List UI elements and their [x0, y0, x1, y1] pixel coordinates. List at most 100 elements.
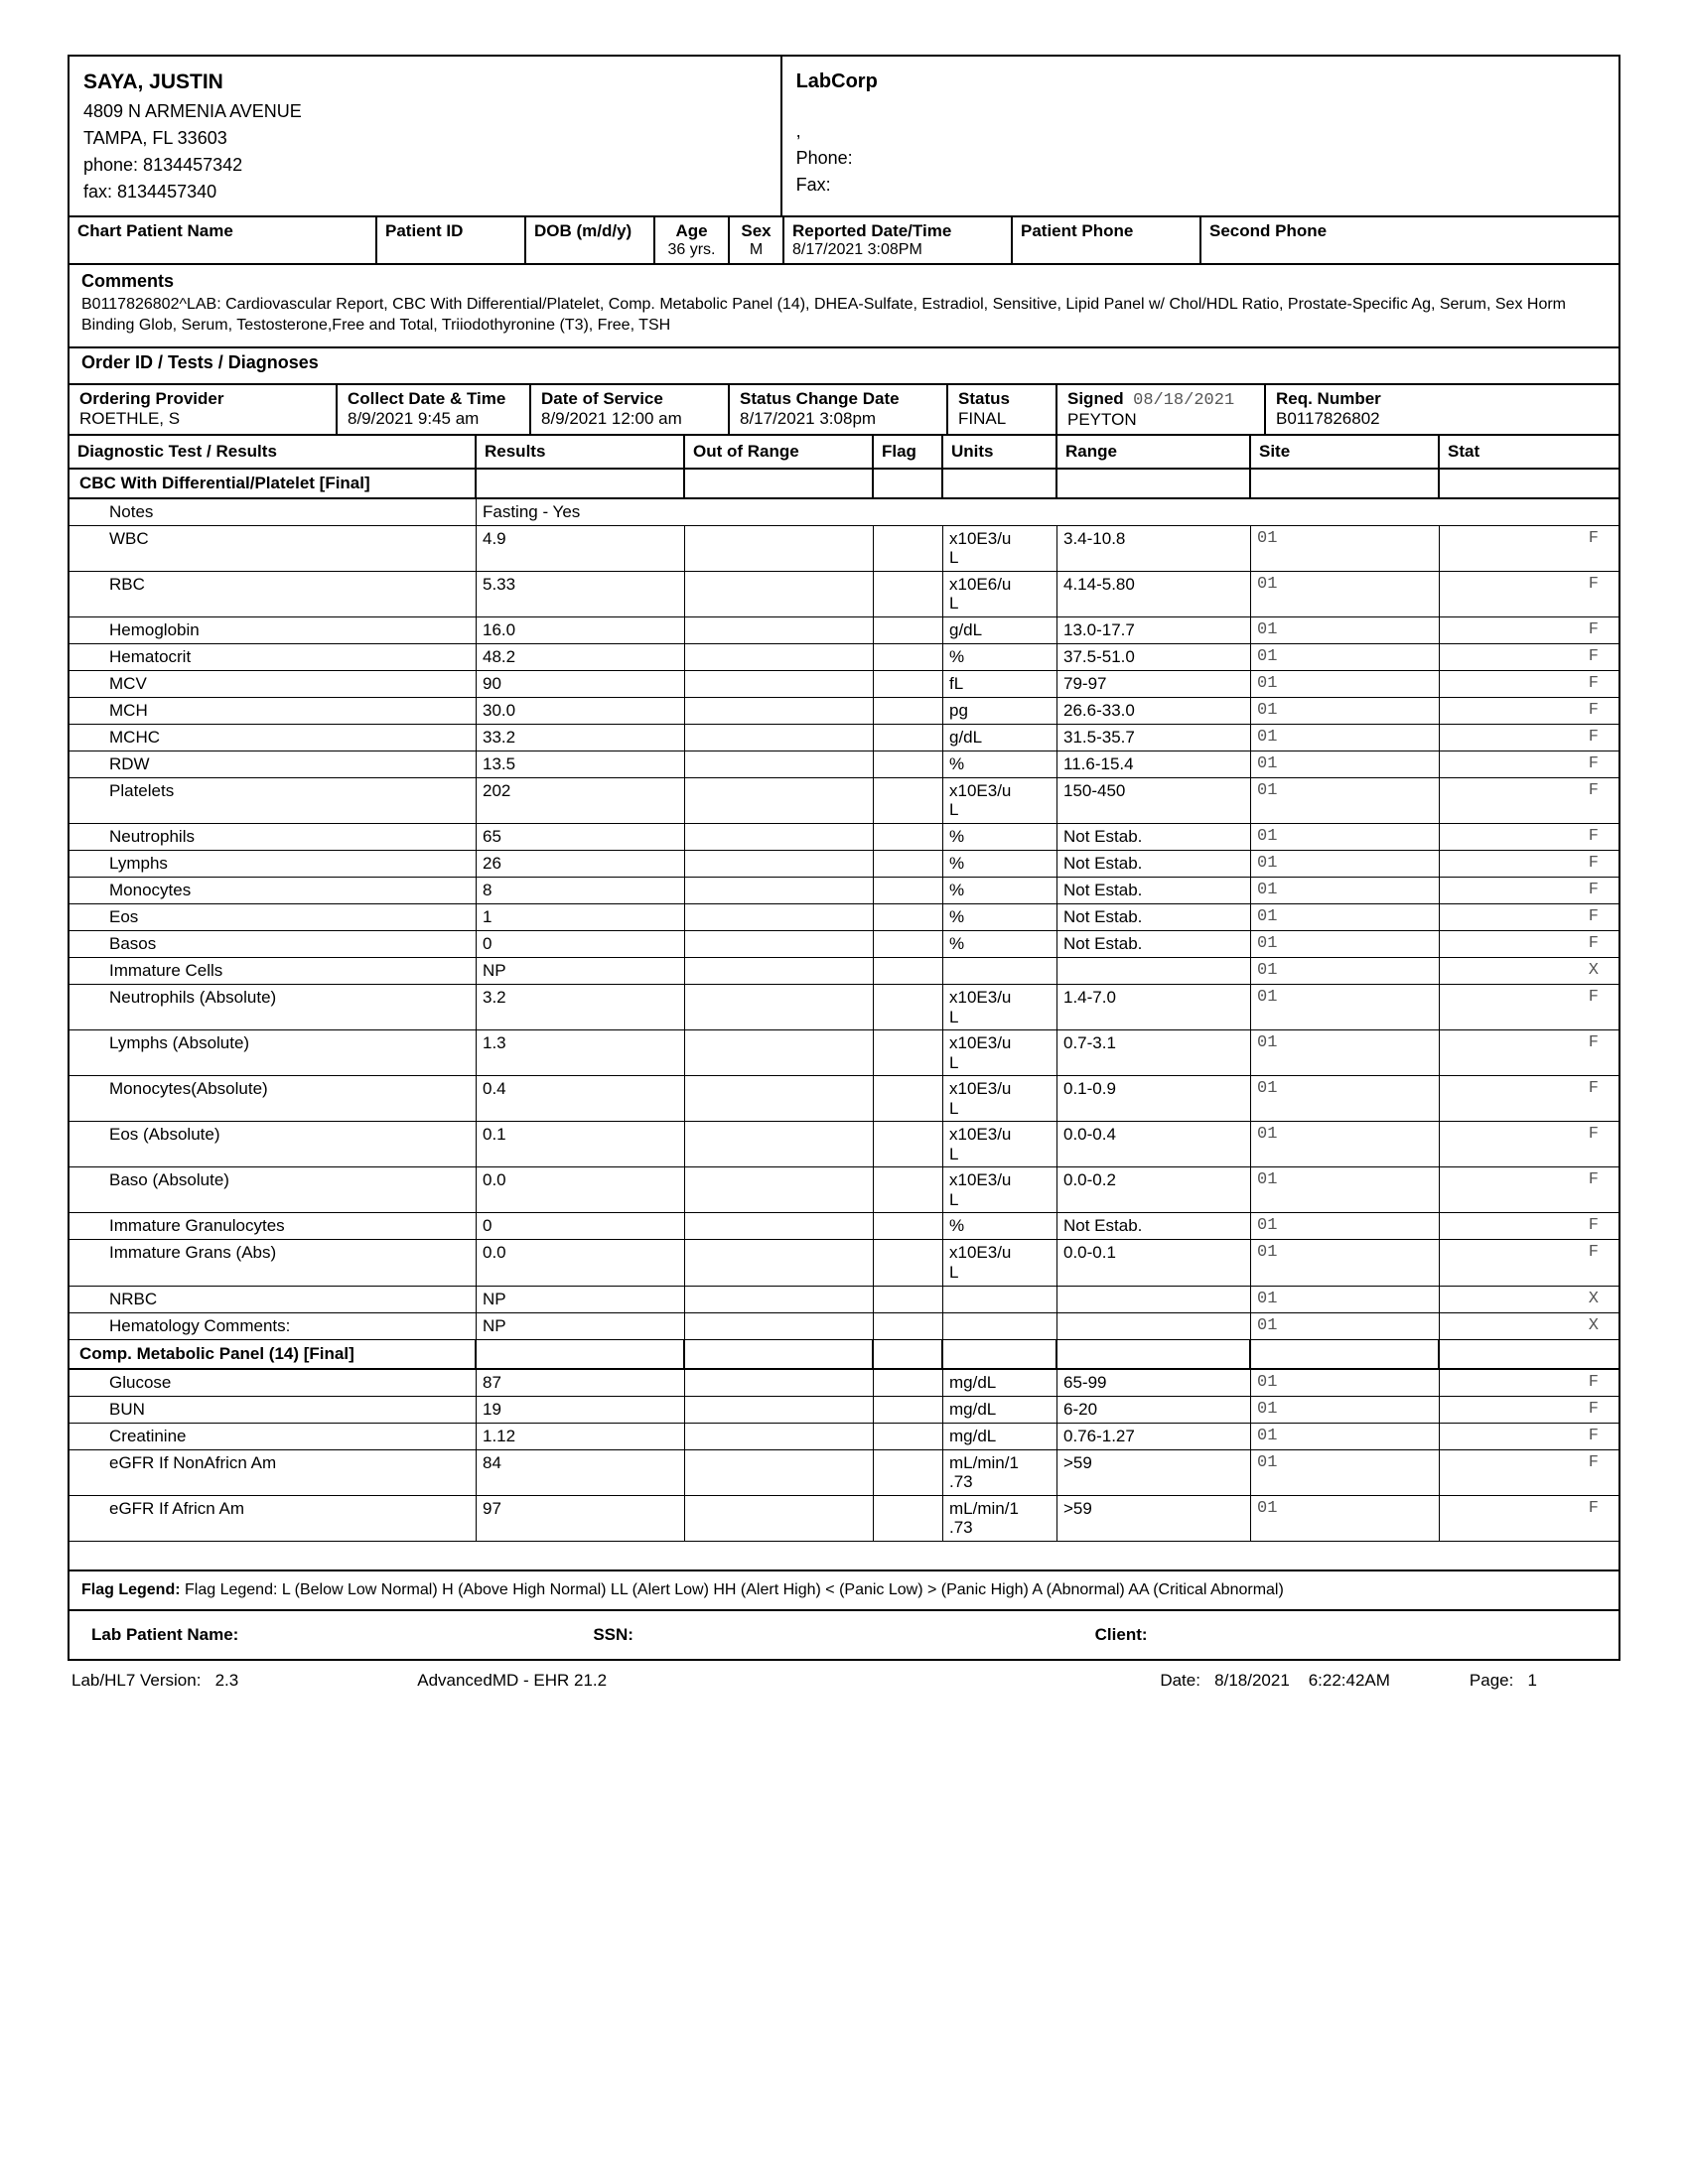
stat: F — [1440, 904, 1618, 930]
ordering-provider: Ordering ProviderROETHLE, S — [70, 385, 338, 434]
flag — [874, 878, 943, 903]
result-value: 1 — [477, 904, 685, 930]
result-value: 0.1 — [477, 1122, 685, 1166]
units: pg — [943, 698, 1057, 724]
result-value: 0.4 — [477, 1076, 685, 1121]
out-of-range — [685, 617, 874, 643]
site: 01 — [1251, 1424, 1440, 1449]
flag — [874, 1076, 943, 1121]
result-row: Creatinine1.12mg/dL0.76-1.2701F — [70, 1424, 1618, 1450]
out-of-range — [685, 824, 874, 850]
range: Not Estab. — [1057, 824, 1251, 850]
units: % — [943, 878, 1057, 903]
result-value: 33.2 — [477, 725, 685, 751]
flag — [874, 698, 943, 724]
units — [943, 1287, 1057, 1312]
flag — [874, 778, 943, 823]
out-of-range — [685, 904, 874, 930]
test-name: Platelets — [70, 778, 477, 823]
out-of-range — [685, 958, 874, 984]
test-name: Immature Cells — [70, 958, 477, 984]
test-name: Hematology Comments: — [70, 1313, 477, 1339]
status: StatusFINAL — [948, 385, 1057, 434]
stat: F — [1440, 824, 1618, 850]
stat: F — [1440, 1213, 1618, 1239]
site: 01 — [1251, 671, 1440, 697]
result-row: Hemoglobin16.0g/dL13.0-17.701F — [70, 617, 1618, 644]
units: % — [943, 904, 1057, 930]
units: x10E3/u L — [943, 1167, 1057, 1212]
test-name: MCHC — [70, 725, 477, 751]
stat: F — [1440, 878, 1618, 903]
units: mL/min/1 .73 — [943, 1496, 1057, 1541]
units: % — [943, 851, 1057, 877]
result-row: Platelets202x10E3/u L150-45001F — [70, 778, 1618, 824]
diagnostic-header: Diagnostic Test / Results Results Out of… — [70, 436, 1618, 470]
result-value: 19 — [477, 1397, 685, 1423]
flag — [874, 1496, 943, 1541]
sex-col: SexM — [730, 217, 784, 263]
flag — [874, 1450, 943, 1495]
stat: F — [1440, 778, 1618, 823]
result-row: Neutrophils (Absolute)3.2x10E3/u L1.4-7.… — [70, 985, 1618, 1030]
lab-phone: Phone: — [796, 145, 1605, 172]
range: 31.5-35.7 — [1057, 725, 1251, 751]
result-value: NP — [477, 1287, 685, 1312]
lab-fax: Fax: — [796, 172, 1605, 199]
units: % — [943, 751, 1057, 777]
result-row: MCHC33.2g/dL31.5-35.701F — [70, 725, 1618, 751]
test-name: Neutrophils (Absolute) — [70, 985, 477, 1029]
units: x10E3/u L — [943, 985, 1057, 1029]
units: x10E3/u L — [943, 778, 1057, 823]
site: 01 — [1251, 644, 1440, 670]
units: mg/dL — [943, 1370, 1057, 1396]
flag — [874, 1122, 943, 1166]
status-change-date: Status Change Date8/17/2021 3:08pm — [730, 385, 948, 434]
flag — [874, 1370, 943, 1396]
lab-patient-name: Lab Patient Name: — [91, 1625, 593, 1645]
panel-cbc: CBC With Differential/Platelet [Final] — [70, 470, 1618, 499]
patient-fax: fax: 8134457340 — [83, 179, 767, 205]
stat: F — [1440, 1167, 1618, 1212]
site: 01 — [1251, 1213, 1440, 1239]
range: 0.0-0.2 — [1057, 1167, 1251, 1212]
out-of-range — [685, 778, 874, 823]
flag — [874, 958, 943, 984]
test-name: WBC — [70, 526, 477, 571]
result-value: 87 — [477, 1370, 685, 1396]
test-name: Eos (Absolute) — [70, 1122, 477, 1166]
site: 01 — [1251, 1122, 1440, 1166]
col-test: Diagnostic Test / Results — [70, 436, 477, 468]
flag — [874, 1213, 943, 1239]
bottom-row: Lab Patient Name: SSN: Client: — [70, 1611, 1618, 1659]
range: Not Estab. — [1057, 904, 1251, 930]
range: 0.76-1.27 — [1057, 1424, 1251, 1449]
result-row: Monocytes(Absolute)0.4x10E3/u L0.1-0.901… — [70, 1076, 1618, 1122]
flag — [874, 1397, 943, 1423]
stat: F — [1440, 617, 1618, 643]
stat: F — [1440, 1370, 1618, 1396]
stat: X — [1440, 958, 1618, 984]
result-row: Immature Granulocytes0%Not Estab.01F — [70, 1213, 1618, 1240]
patient-addr1: 4809 N ARMENIA AVENUE — [83, 98, 767, 125]
out-of-range — [685, 1213, 874, 1239]
test-name: Immature Grans (Abs) — [70, 1240, 477, 1285]
reported-col: Reported Date/Time8/17/2021 3:08PM — [784, 217, 1013, 263]
result-value: 30.0 — [477, 698, 685, 724]
range: 1.4-7.0 — [1057, 985, 1251, 1029]
site: 01 — [1251, 931, 1440, 957]
stat: F — [1440, 671, 1618, 697]
out-of-range — [685, 1397, 874, 1423]
chart-patient-name-hdr: Chart Patient Name — [70, 217, 377, 263]
lab-comma: , — [796, 118, 1605, 145]
out-of-range — [685, 1287, 874, 1312]
units: x10E3/u L — [943, 1122, 1057, 1166]
units: x10E3/u L — [943, 1030, 1057, 1075]
spacer — [70, 1542, 1618, 1571]
report-container: SAYA, JUSTIN 4809 N ARMENIA AVENUE TAMPA… — [68, 55, 1620, 1661]
flag — [874, 617, 943, 643]
out-of-range — [685, 572, 874, 616]
flag — [874, 725, 943, 751]
site: 01 — [1251, 1370, 1440, 1396]
stat: F — [1440, 1122, 1618, 1166]
